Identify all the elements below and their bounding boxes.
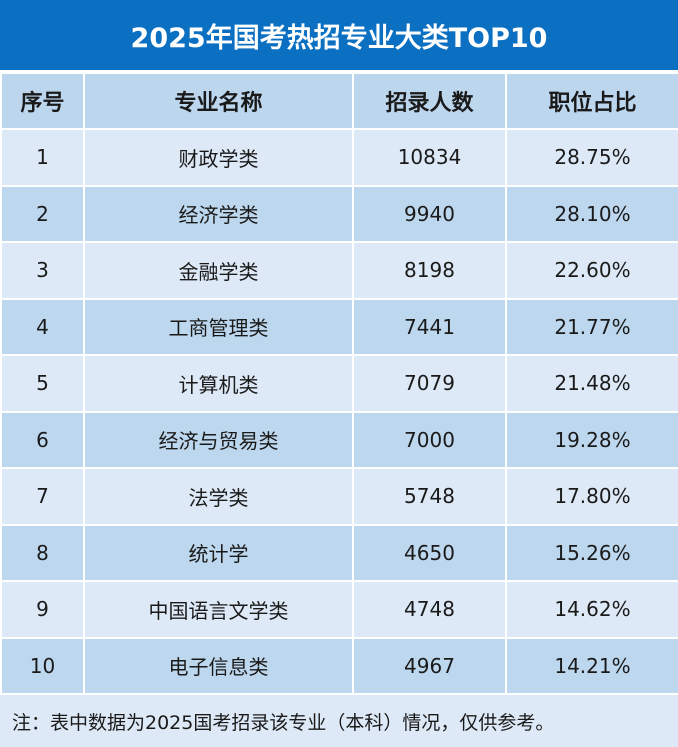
cell-ratio: 28.10% <box>505 184 678 243</box>
cell-index: 9 <box>0 580 85 639</box>
cell-count: 4748 <box>352 580 507 639</box>
cell-major: 工商管理类 <box>83 297 354 356</box>
header-row: 序号 专业名称 招录人数 职位占比 <box>0 72 678 130</box>
cell-major: 法学类 <box>83 467 354 526</box>
cell-major: 金融学类 <box>83 241 354 300</box>
cell-major: 中国语言文学类 <box>83 580 354 639</box>
table-title: 2025年国考热招专业大类TOP10 <box>0 0 678 72</box>
cell-ratio: 14.21% <box>505 636 678 695</box>
cell-count: 9940 <box>352 184 507 243</box>
cell-count: 7000 <box>352 410 507 469</box>
cell-count: 7079 <box>352 354 507 413</box>
table-row: 7 法学类 5748 17.80% <box>0 467 678 526</box>
cell-major: 统计学 <box>83 523 354 582</box>
cell-index: 3 <box>0 241 85 300</box>
table-row: 8 统计学 4650 15.26% <box>0 523 678 582</box>
cell-index: 10 <box>0 636 85 695</box>
cell-ratio: 21.77% <box>505 297 678 356</box>
cell-index: 8 <box>0 523 85 582</box>
cell-index: 6 <box>0 410 85 469</box>
cell-ratio: 17.80% <box>505 467 678 526</box>
cell-major: 经济与贸易类 <box>83 410 354 469</box>
cell-index: 4 <box>0 297 85 356</box>
cell-major: 计算机类 <box>83 354 354 413</box>
cell-index: 7 <box>0 467 85 526</box>
cell-count: 4650 <box>352 523 507 582</box>
cell-ratio: 22.60% <box>505 241 678 300</box>
table-row: 5 计算机类 7079 21.48% <box>0 354 678 413</box>
cell-count: 8198 <box>352 241 507 300</box>
cell-index: 2 <box>0 184 85 243</box>
cell-count: 10834 <box>352 128 507 187</box>
table-row: 2 经济学类 9940 28.10% <box>0 184 678 243</box>
table-row: 6 经济与贸易类 7000 19.28% <box>0 410 678 469</box>
header-count: 招录人数 <box>352 72 507 130</box>
cell-ratio: 14.62% <box>505 580 678 639</box>
cell-ratio: 19.28% <box>505 410 678 469</box>
header-index: 序号 <box>0 72 85 130</box>
table-row: 3 金融学类 8198 22.60% <box>0 241 678 300</box>
footnote: 注：表中数据为2025国考招录该专业（本科）情况，仅供参考。 <box>0 695 678 747</box>
cell-index: 5 <box>0 354 85 413</box>
cell-index: 1 <box>0 128 85 187</box>
cell-count: 5748 <box>352 467 507 526</box>
cell-major: 财政学类 <box>83 128 354 187</box>
table-row: 10 电子信息类 4967 14.21% <box>0 636 678 695</box>
cell-count: 4967 <box>352 636 507 695</box>
cell-ratio: 15.26% <box>505 523 678 582</box>
table-row: 4 工商管理类 7441 21.77% <box>0 297 678 356</box>
table-row: 9 中国语言文学类 4748 14.62% <box>0 580 678 639</box>
cell-major: 经济学类 <box>83 184 354 243</box>
cell-major: 电子信息类 <box>83 636 354 695</box>
majors-table: 序号 专业名称 招录人数 职位占比 1 财政学类 10834 28.75% 2 经济学类 9… <box>0 72 678 695</box>
table-row: 1 财政学类 10834 28.75% <box>0 128 678 187</box>
cell-ratio: 21.48% <box>505 354 678 413</box>
cell-count: 7441 <box>352 297 507 356</box>
cell-ratio: 28.75% <box>505 128 678 187</box>
header-ratio: 职位占比 <box>505 72 678 130</box>
header-major: 专业名称 <box>83 72 354 130</box>
